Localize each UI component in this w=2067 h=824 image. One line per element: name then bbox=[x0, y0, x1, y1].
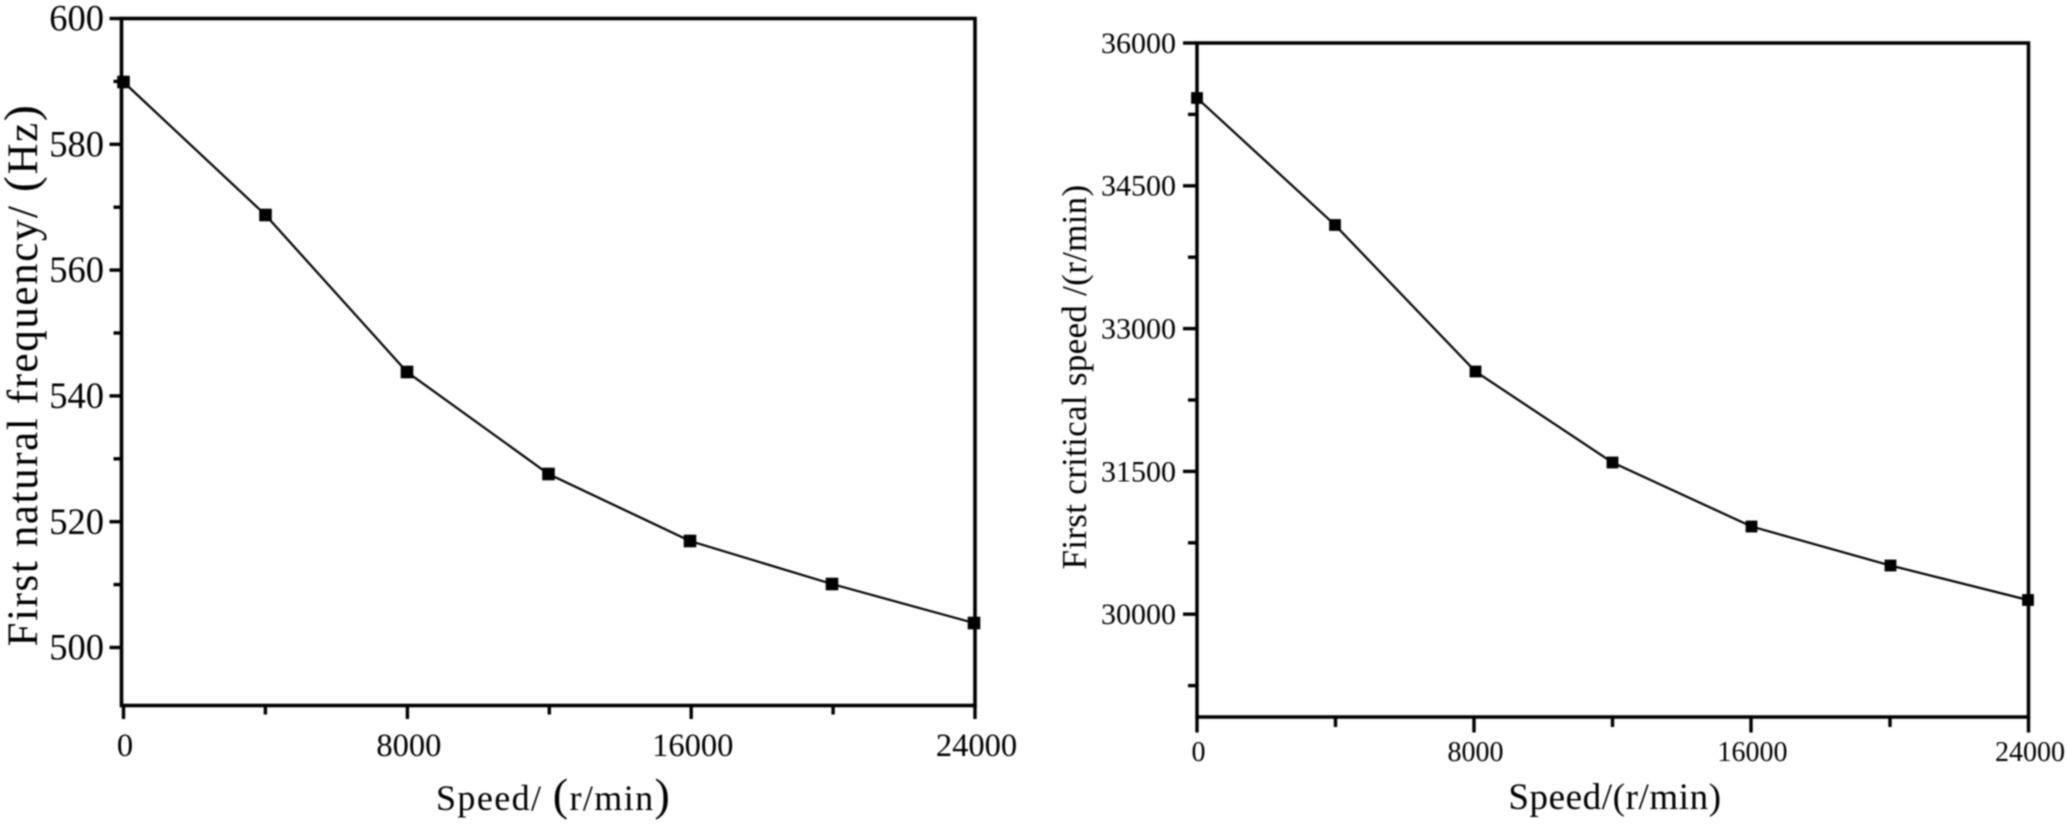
svg-text:24000: 24000 bbox=[1995, 737, 2065, 768]
svg-text:Speed/(r/min): Speed/(r/min) bbox=[1508, 777, 1721, 818]
svg-text:34500: 34500 bbox=[1101, 170, 1176, 203]
svg-text:500: 500 bbox=[49, 627, 104, 668]
svg-text:8000: 8000 bbox=[376, 728, 441, 764]
svg-text:560: 560 bbox=[49, 249, 104, 290]
svg-text:580: 580 bbox=[49, 123, 104, 164]
svg-text:8000: 8000 bbox=[1448, 737, 1504, 768]
svg-text:33000: 33000 bbox=[1101, 313, 1176, 346]
svg-text:16000: 16000 bbox=[1718, 737, 1788, 768]
svg-text:520: 520 bbox=[49, 501, 104, 542]
svg-text:30000: 30000 bbox=[1101, 598, 1176, 631]
svg-text:31500: 31500 bbox=[1101, 455, 1176, 488]
svg-text:36000: 36000 bbox=[1101, 27, 1176, 60]
svg-text:0: 0 bbox=[117, 728, 133, 764]
svg-text:16000: 16000 bbox=[652, 728, 733, 764]
svg-text:First critical speed /(r/min): First critical speed /(r/min) bbox=[1055, 185, 1094, 570]
svg-text:600: 600 bbox=[49, 0, 104, 39]
svg-text:First natural frequency/ (Hz): First natural frequency/ (Hz) bbox=[0, 104, 48, 647]
svg-text:0: 0 bbox=[1192, 737, 1206, 768]
svg-text:Speed/ (r/min): Speed/ (r/min) bbox=[436, 769, 671, 820]
svg-text:24000: 24000 bbox=[936, 728, 1017, 764]
svg-text:540: 540 bbox=[49, 375, 104, 416]
